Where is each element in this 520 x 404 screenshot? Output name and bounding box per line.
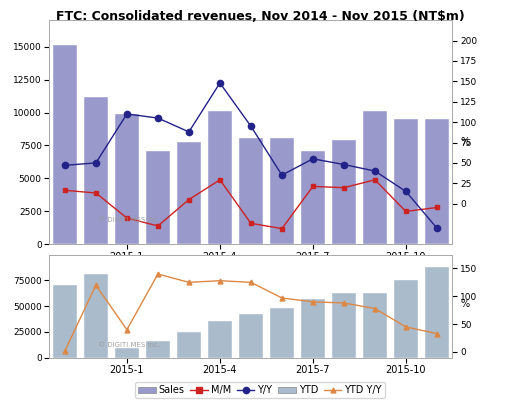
Text: © DIGITI MES Inc.: © DIGITI MES Inc. (98, 217, 160, 223)
Bar (53, 45, 76, 244)
Bar (270, 138, 293, 244)
Bar (239, 138, 263, 244)
Bar (270, 308, 293, 358)
Bar (425, 267, 449, 358)
Legend: Sales, M/M, Y/Y, YTD, YTD Y/Y: Sales, M/M, Y/Y, YTD, YTD Y/Y (135, 383, 385, 398)
Bar (209, 322, 231, 358)
Text: © DIGITI MES Inc.: © DIGITI MES Inc. (98, 342, 160, 348)
Bar (301, 299, 324, 358)
Bar (332, 292, 356, 358)
Text: %: % (460, 137, 470, 147)
Bar (239, 314, 263, 358)
Bar (177, 141, 201, 244)
Bar (115, 114, 138, 244)
Bar (425, 119, 449, 244)
Bar (84, 97, 108, 244)
Bar (332, 140, 356, 244)
Bar (301, 151, 324, 244)
Bar (146, 151, 170, 244)
Bar (115, 348, 138, 358)
Bar (177, 332, 201, 358)
Bar (84, 274, 108, 358)
Bar (363, 292, 386, 358)
Bar (209, 111, 231, 244)
Bar (53, 285, 76, 358)
Text: %: % (460, 299, 470, 309)
Text: FTC: Consolidated revenues, Nov 2014 - Nov 2015 (NT$m): FTC: Consolidated revenues, Nov 2014 - N… (56, 10, 464, 23)
Bar (146, 341, 170, 358)
Bar (363, 111, 386, 244)
Bar (394, 119, 418, 244)
Bar (394, 280, 418, 358)
